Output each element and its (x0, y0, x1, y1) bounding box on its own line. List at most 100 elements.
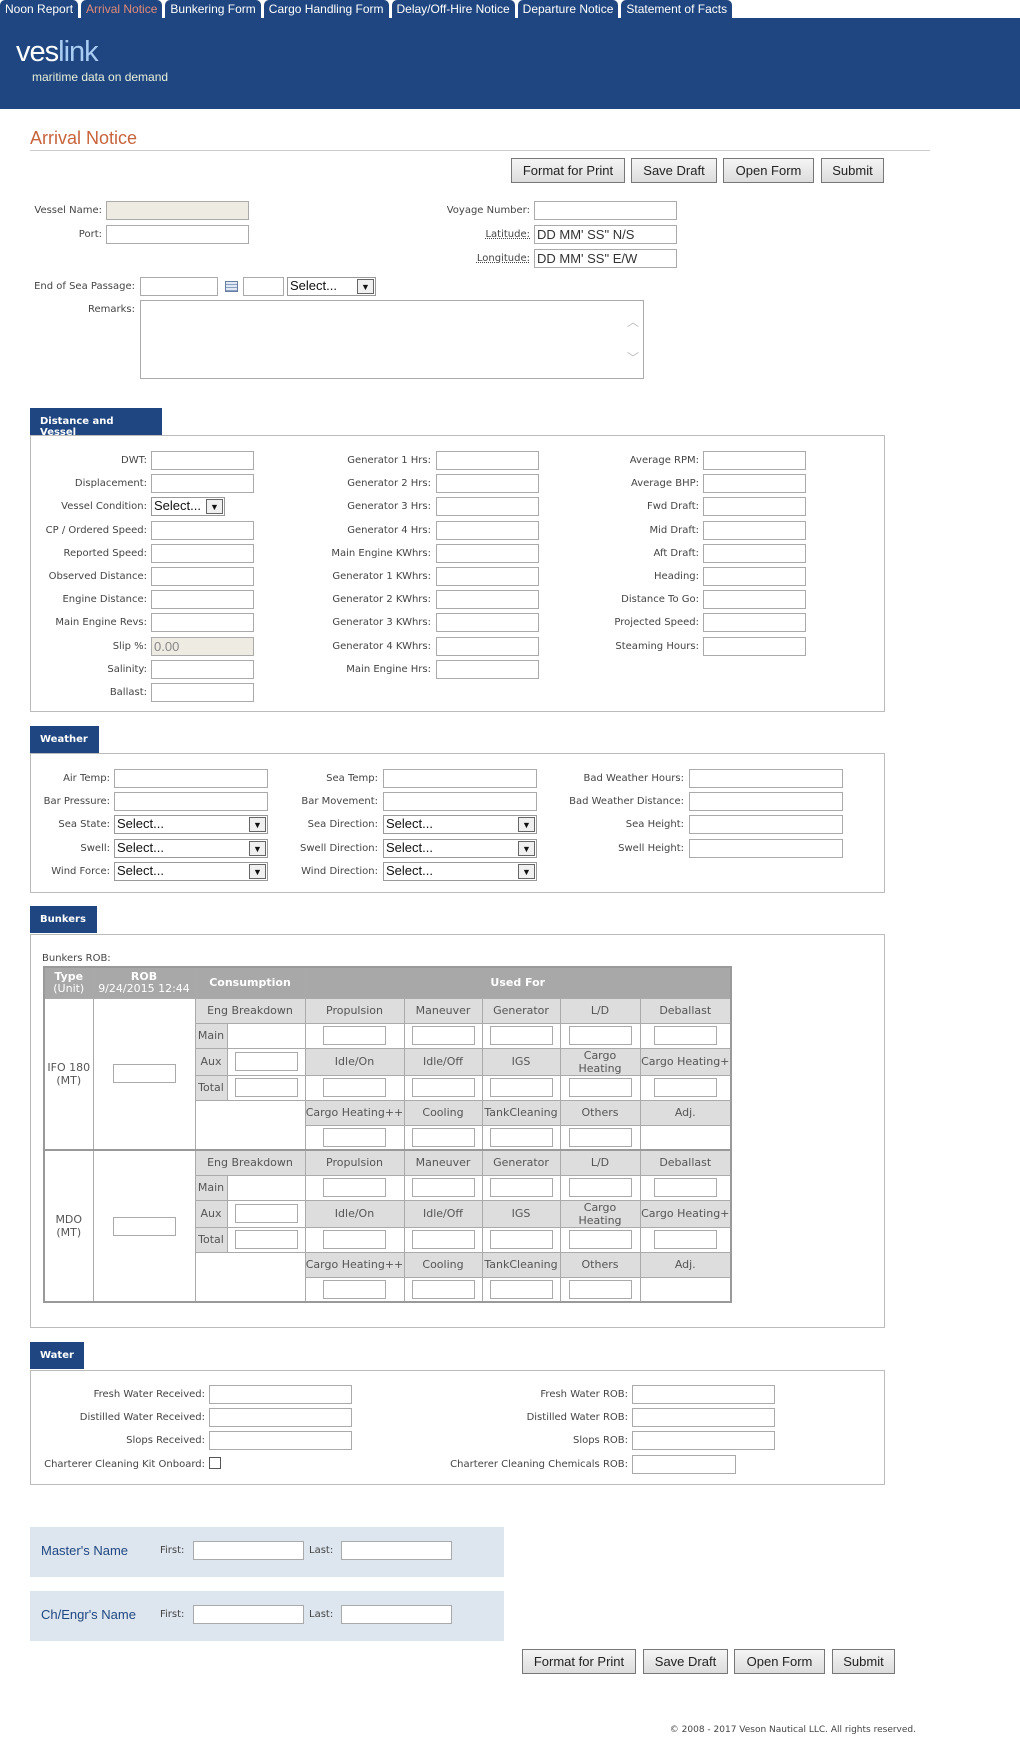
end-of-sea-passage-timezone-select[interactable]: Select... ▼ (287, 277, 376, 296)
ifo-180-idle-on-input[interactable] (323, 1078, 386, 1097)
tab-bunkering-form[interactable]: Bunkering Form (165, 0, 261, 18)
scroll-down-icon[interactable]: ﹀ (626, 351, 639, 365)
generator-2-kwhrs-input[interactable] (436, 590, 539, 610)
slip-input[interactable]: 0.00 (151, 636, 254, 656)
tab-cargo-handling-form[interactable]: Cargo Handling Form (263, 0, 389, 18)
latitude-input[interactable]: DD MM' SS" N/S (534, 225, 677, 244)
ifo-180-l-d-input[interactable] (568, 1026, 632, 1045)
mdo-others-input[interactable] (568, 1279, 632, 1299)
observed-distance-input[interactable] (151, 567, 254, 586)
mdo-cargo-heating-input[interactable] (568, 1230, 632, 1249)
submit-button-bottom[interactable]: Submit (832, 1649, 895, 1674)
vessel-name-input[interactable] (106, 201, 249, 220)
longitude-input[interactable]: DD MM' SS" E/W (534, 249, 677, 268)
sea-state-select[interactable]: Select... ▼ (114, 815, 268, 835)
save-draft-button-bottom[interactable]: Save Draft (643, 1649, 728, 1674)
average-rpm-input[interactable] (703, 451, 806, 470)
ifo-180-cooling-input[interactable] (411, 1127, 475, 1147)
salinity-input[interactable] (151, 659, 254, 679)
mdo-total-input[interactable] (234, 1230, 298, 1249)
tab-departure-notice[interactable]: Departure Notice (517, 0, 619, 18)
save-draft-button[interactable]: Save Draft (631, 158, 717, 183)
dwt-input[interactable] (151, 451, 254, 470)
ifo-180-igs-input[interactable] (489, 1078, 553, 1097)
tab-delay-off-hire-notice[interactable]: Delay/Off-Hire Notice (391, 0, 515, 18)
distilled-water-rob-input[interactable] (632, 1408, 775, 1428)
vessel-condition-select[interactable]: Select... ▼ (151, 497, 225, 517)
bar-movement-input[interactable] (383, 792, 537, 812)
bar-pressure-input[interactable] (114, 792, 268, 812)
mdo-l-d-input[interactable] (568, 1178, 632, 1197)
ifo-180-others-input[interactable] (568, 1127, 632, 1147)
charterer-cleaning-chemicals-rob-input[interactable] (632, 1454, 736, 1474)
mdo-cargo-heating-input[interactable] (653, 1230, 717, 1249)
displacement-input[interactable] (151, 474, 254, 494)
slops-received-input[interactable] (209, 1431, 352, 1451)
remarks-textarea[interactable]: ︿ ﹀ (140, 300, 644, 379)
projected-speed-input[interactable] (703, 613, 806, 633)
ballast-input[interactable] (151, 683, 254, 702)
main-engine-hrs-input[interactable] (436, 659, 539, 679)
calendar-icon[interactable] (225, 281, 238, 292)
bad-weather-distance-input[interactable] (689, 792, 843, 812)
ifo-180-propulsion-input[interactable] (323, 1026, 386, 1045)
mdo-idle-on-input[interactable] (323, 1230, 386, 1249)
mdo-generator-input[interactable] (489, 1178, 553, 1197)
generator-1-hrs-input[interactable] (436, 451, 539, 470)
submit-button[interactable]: Submit (821, 158, 884, 183)
port-input[interactable] (106, 225, 249, 244)
mdo-igs-input[interactable] (489, 1230, 553, 1249)
voyage-number-input[interactable] (534, 201, 677, 220)
ifo-180-generator-input[interactable] (489, 1026, 553, 1045)
ifo-180-deballast-input[interactable] (653, 1026, 717, 1045)
mdo-cargo-heating-input[interactable] (323, 1279, 386, 1299)
generator-3-kwhrs-input[interactable] (436, 613, 539, 633)
reported-speed-input[interactable] (151, 543, 254, 563)
distance-to-go-input[interactable] (703, 590, 806, 610)
charterer-cleaning-kit-onboard-checkbox[interactable] (209, 1456, 221, 1469)
format-for-print-button-bottom[interactable]: Format for Print (522, 1649, 636, 1674)
open-form-button[interactable]: Open Form (723, 158, 814, 183)
mdo-rob-input[interactable] (112, 1216, 176, 1236)
ifo-180-cargo-heating-input[interactable] (323, 1127, 386, 1147)
generator-1-kwhrs-input[interactable] (436, 567, 539, 586)
generator-4-hrs-input[interactable] (436, 520, 539, 540)
mdo-maneuver-input[interactable] (411, 1178, 475, 1197)
heading-input[interactable] (703, 567, 806, 586)
steaming-hours-input[interactable] (703, 636, 806, 656)
ifo-180-rob-input[interactable] (112, 1064, 176, 1084)
tab-statement-of-facts[interactable]: Statement of Facts (621, 0, 733, 18)
fwd-draft-input[interactable] (703, 497, 806, 517)
ifo-180-idle-off-input[interactable] (411, 1078, 475, 1097)
mdo-propulsion-input[interactable] (323, 1178, 386, 1197)
ifo-180-aux-input[interactable] (234, 1052, 298, 1071)
end-of-sea-passage-time-input[interactable] (243, 277, 284, 296)
wind-direction-select[interactable]: Select... ▼ (383, 861, 537, 881)
slops-rob-input[interactable] (632, 1431, 775, 1451)
distilled-water-received-input[interactable] (209, 1408, 352, 1428)
tab-arrival-notice[interactable]: Arrival Notice (81, 0, 163, 18)
engine-distance-input[interactable] (151, 590, 254, 610)
swell-height-input[interactable] (689, 838, 843, 858)
mdo-tankcleaning-input[interactable] (489, 1279, 553, 1299)
generator-2-hrs-input[interactable] (436, 474, 539, 494)
ifo-180-cargo-heating-input[interactable] (568, 1078, 632, 1097)
main-engine-revs-input[interactable] (151, 613, 254, 633)
main-engine-kwhrs-input[interactable] (436, 543, 539, 563)
tab-noon-report[interactable]: Noon Report (0, 0, 79, 18)
generator-3-hrs-input[interactable] (436, 497, 539, 517)
mdo-idle-off-input[interactable] (411, 1230, 475, 1249)
air-temp-input[interactable] (114, 769, 268, 788)
mid-draft-input[interactable] (703, 520, 806, 540)
ifo-180-total-input[interactable] (234, 1078, 298, 1097)
generator-4-kwhrs-input[interactable] (436, 636, 539, 656)
scroll-up-icon[interactable]: ︿ (626, 315, 639, 329)
sea-temp-input[interactable] (383, 769, 537, 788)
swell-direction-select[interactable]: Select... ▼ (383, 838, 537, 858)
cp-ordered-speed-input[interactable] (151, 520, 254, 540)
engineer-last-name-input[interactable] (341, 1605, 452, 1624)
swell-select[interactable]: Select... ▼ (114, 838, 268, 858)
ifo-180-maneuver-input[interactable] (411, 1026, 475, 1045)
format-for-print-button[interactable]: Format for Print (511, 158, 625, 183)
mdo-deballast-input[interactable] (653, 1178, 717, 1197)
